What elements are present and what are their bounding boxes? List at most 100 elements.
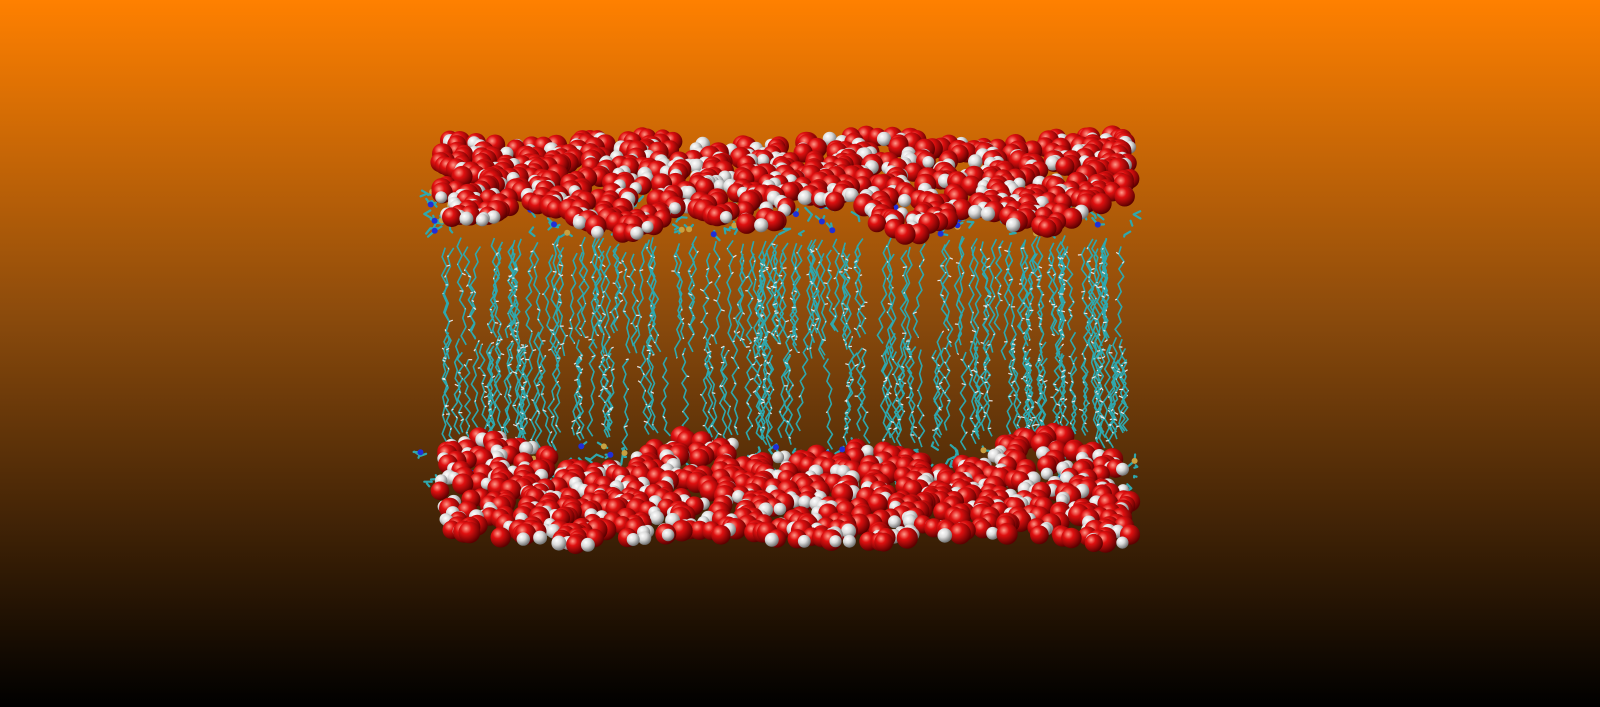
lipid-tail-hydrogens: [441, 243, 1129, 443]
hydrogen-atom: [986, 526, 999, 540]
hydrogen-atom: [1116, 536, 1129, 549]
headgroup-atom: [431, 217, 438, 224]
headgroup-atom: [731, 222, 738, 229]
headgroup-atom: [578, 443, 585, 450]
hydrogen-atom: [772, 451, 785, 464]
oxygen-atom: [1114, 186, 1135, 207]
oxygen-atom: [442, 207, 462, 227]
hydrogen-atom: [829, 535, 842, 548]
oxygen-atom: [689, 448, 710, 469]
hydrogen-atom: [860, 444, 875, 458]
headgroup-atom: [937, 230, 944, 237]
oxygen-atom: [896, 527, 918, 549]
water-top-layer: [430, 125, 1140, 245]
hydrogen-atom: [798, 495, 812, 509]
hydrogen-atom: [968, 154, 983, 169]
hydrogen-atom: [668, 202, 682, 215]
hydrogen-atom: [649, 510, 665, 525]
headgroup-atom: [818, 218, 825, 225]
hydrogen-atom: [516, 532, 530, 546]
oxygen-atom: [867, 493, 888, 515]
oxygen-atom: [1061, 527, 1082, 549]
hydrogen-atom: [637, 531, 652, 545]
oxygen-atom: [1055, 156, 1075, 176]
oxygen-atom: [894, 223, 916, 245]
headgroup-atom: [1094, 221, 1101, 228]
oxygen-atom: [1030, 525, 1049, 545]
oxygen-atom: [1090, 193, 1112, 215]
hydrogen-atom: [937, 528, 953, 543]
hydrogen-atom: [903, 514, 918, 529]
headgroup-atom: [839, 446, 846, 453]
hydrogen-atom: [1040, 467, 1053, 480]
hydrogen-atom: [844, 188, 859, 202]
hydrogen-atom: [773, 502, 787, 516]
headgroup-atom: [793, 211, 799, 218]
headgroup-atom: [427, 201, 434, 208]
oxygen-atom: [825, 191, 845, 212]
lipid-tails-layer: [440, 234, 1129, 451]
oxygen-atom: [490, 527, 511, 548]
oxygen-atom: [430, 481, 450, 501]
headgroup-atom: [710, 231, 717, 238]
hydrogen-atom: [922, 156, 935, 168]
hydrogen-atom: [841, 523, 857, 539]
headgroup-atom: [829, 227, 836, 234]
hydrogen-atom: [435, 191, 448, 204]
oxygen-atom: [949, 522, 971, 545]
headgroup-atom: [621, 450, 628, 456]
hydrogen-atom: [580, 537, 595, 552]
headgroup-atom: [1131, 457, 1138, 464]
hydrogen-atom: [876, 131, 892, 146]
hydrogen-atom: [591, 225, 604, 239]
headgroup-atom: [431, 227, 438, 234]
hydrogen-atom: [641, 220, 654, 233]
hydrogen-atom: [968, 204, 983, 220]
hydrogen-atom: [797, 534, 811, 548]
oxygen-atom: [996, 523, 1018, 545]
hydrogen-atom: [661, 528, 675, 542]
hydrogen-atom: [689, 158, 705, 174]
headgroup-atom: [551, 221, 557, 228]
hydrogen-atom: [475, 213, 489, 227]
oxygen-atom: [671, 519, 693, 542]
hydrogen-atom: [797, 190, 813, 206]
oxygen-atom: [1061, 207, 1083, 229]
hydrogen-atom: [754, 218, 769, 233]
hydrogen-atom: [888, 515, 901, 529]
hydrogen-atom: [533, 530, 548, 545]
headgroup-atom: [417, 449, 424, 456]
oxygen-atom: [711, 525, 731, 545]
hydrogen-atom: [757, 154, 770, 167]
hydrogen-atom: [519, 441, 534, 456]
headgroup-atom: [564, 229, 571, 236]
oxygen-atom: [763, 210, 785, 232]
oxygen-atom: [1037, 219, 1057, 238]
oxygen-atom: [452, 473, 474, 495]
hydrogen-atom: [1116, 462, 1129, 476]
headgroup-atom: [607, 451, 614, 458]
headgroup-atom: [600, 443, 607, 450]
oxygen-atom: [874, 532, 894, 552]
hydrogen-atom: [626, 533, 640, 546]
hydrogen-atom: [572, 215, 587, 230]
hydrogen-atom: [1005, 217, 1021, 233]
headgroup-atom: [686, 226, 693, 233]
hydrogen-atom: [980, 206, 996, 221]
oxygen-atom: [1037, 455, 1057, 475]
oxygen-atom: [736, 213, 757, 234]
headgroup-atom: [678, 226, 685, 233]
hydrogen-atom: [630, 226, 644, 240]
oxygen-atom: [458, 521, 481, 544]
hydrogen-atom: [551, 535, 567, 551]
headgroup-atom: [773, 444, 779, 451]
headgroup-atom: [980, 447, 987, 454]
hydrogen-atom: [764, 532, 779, 547]
water-bottom-layer: [430, 422, 1141, 555]
hydrogen-atom: [842, 534, 856, 548]
hydrogen-atom: [486, 210, 501, 224]
hydrogen-atom: [719, 211, 733, 224]
